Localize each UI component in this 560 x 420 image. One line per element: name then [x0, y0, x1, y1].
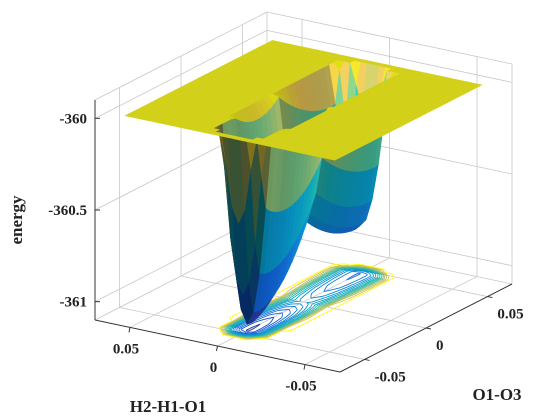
y-tick-label: 0.05 [113, 341, 139, 357]
surface-patch [328, 156, 340, 161]
y-tick-label: -0.05 [285, 379, 316, 395]
x-tick-label: 0 [436, 338, 444, 354]
x-tick-label: -0.05 [375, 369, 406, 385]
y-tick-label: 0 [210, 360, 218, 376]
floor-contour-line [240, 316, 275, 333]
y-tick-mark [216, 345, 218, 352]
z-tick-label: -361 [60, 295, 88, 311]
x-axis-label: O1-O3 [472, 385, 521, 404]
y-tick-mark [303, 364, 306, 370]
z-tick-label: -360.5 [48, 203, 87, 219]
y-axis-label: H2-H1-O1 [130, 397, 207, 416]
z-tick-label: -360 [60, 111, 88, 127]
x-tick-mark [364, 358, 370, 361]
floor-contour-line [221, 265, 388, 340]
z-axis-label: energy [7, 195, 26, 245]
floor-contour-line [223, 265, 386, 339]
y-grid-line-floor [217, 257, 390, 347]
floor-contour-line [245, 323, 261, 332]
y-grid-line-floor [304, 276, 478, 365]
x-tick-mark [487, 296, 493, 299]
axis-ticks: -0.05 0 0.05 0.05 0 -0.05 -360 -360.5 -361 [48, 111, 523, 394]
x-tick-mark [425, 327, 432, 330]
energy-surface [124, 40, 483, 325]
y-tick-mark [128, 327, 131, 333]
x-tick-label: 0.05 [497, 307, 523, 323]
